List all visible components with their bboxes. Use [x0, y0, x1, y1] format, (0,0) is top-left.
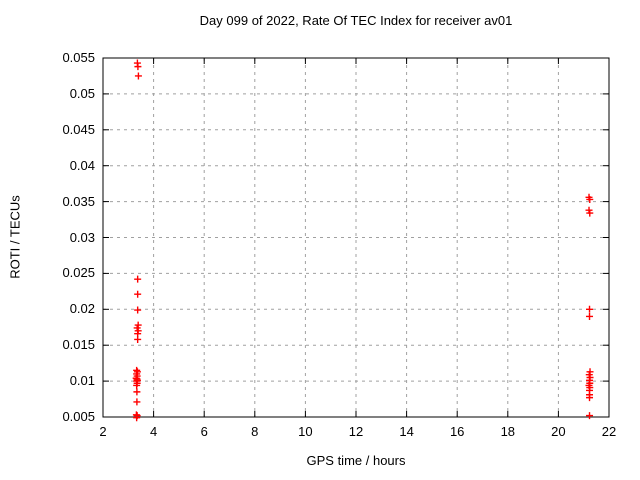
y-tick-label: 0.01 — [69, 373, 95, 389]
x-tick-label: 16 — [449, 424, 465, 439]
data-point-plus-icon — [134, 290, 142, 298]
y-tick-label: 0.05 — [69, 85, 95, 101]
data-point-plus-icon — [586, 412, 594, 420]
y-tick-label: 0.055 — [62, 50, 95, 65]
y-tick-label: 0.04 — [69, 157, 95, 173]
y-tick-label: 0.02 — [69, 301, 95, 317]
y-tick-label: 0.045 — [62, 121, 95, 137]
data-point-plus-icon — [586, 394, 594, 402]
y-tick-label: 0.035 — [62, 193, 95, 209]
data-point-plus-icon — [586, 312, 594, 320]
data-point-plus-icon — [133, 388, 141, 396]
data-point-plus-icon — [133, 414, 141, 422]
data-point-plus-icon — [586, 195, 594, 203]
data-point-plus-icon — [133, 381, 141, 389]
data-point-plus-icon — [134, 335, 142, 343]
data-point-plus-icon — [134, 63, 142, 71]
x-tick-label: 22 — [601, 424, 617, 439]
x-tick-label: 2 — [99, 424, 107, 439]
data-point-plus-icon — [586, 209, 594, 217]
x-tick-label: 6 — [200, 424, 208, 439]
data-point-plus-icon — [133, 398, 141, 406]
data-point-plus-icon — [134, 306, 142, 314]
data-point-plus-icon — [586, 305, 594, 313]
x-tick-label: 18 — [500, 424, 516, 439]
x-tick-label: 4 — [149, 424, 158, 439]
y-tick-label: 0.005 — [62, 409, 95, 424]
chart-title: Day 099 of 2022, Rate Of TEC Index for r… — [199, 13, 513, 28]
x-tick-label: 14 — [399, 424, 414, 439]
data-point-plus-icon — [134, 72, 142, 80]
y-tick-label: 0.015 — [62, 337, 95, 353]
x-tick-label: 20 — [551, 424, 566, 439]
y-tick-label: 0.025 — [62, 265, 95, 281]
data-point-plus-icon — [134, 275, 142, 283]
x-tick-label: 12 — [348, 424, 364, 439]
x-axis-label: GPS time / hours — [306, 453, 406, 468]
y-tick-label: 0.03 — [69, 229, 95, 245]
x-tick-label: 10 — [298, 424, 313, 439]
x-tick-label: 8 — [251, 424, 259, 439]
